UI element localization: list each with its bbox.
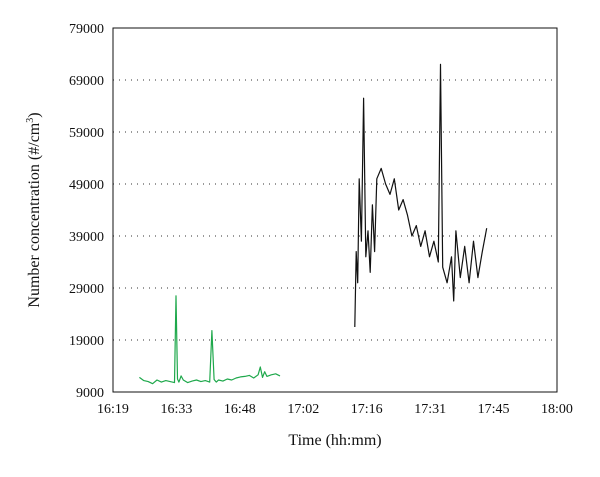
y-tick-label: 59000: [69, 126, 104, 141]
y-tick-label: 69000: [69, 74, 104, 89]
x-tick-label: 16:19: [97, 402, 129, 417]
x-tick-label: 17:02: [287, 402, 319, 417]
y-tick-label: 9000: [76, 386, 104, 401]
y-tick-label: 79000: [69, 22, 104, 37]
x-axis-ticks: 16:19 16:33 16:48 17:02 17:16 17:31 17:45 18:00: [97, 402, 573, 417]
series-line-1: [139, 295, 281, 385]
series-group: [139, 63, 488, 385]
gridlines: [113, 79, 557, 341]
x-tick-label: 17:16: [351, 402, 383, 417]
x-tick-label: 16:33: [160, 402, 192, 417]
y-tick-label: 39000: [69, 230, 104, 245]
x-tick-label: 16:48: [224, 402, 256, 417]
x-tick-label: 17:45: [478, 402, 510, 417]
y-axis-ticks: 9000 19000 29000 39000 49000 59000 69000 79000: [69, 22, 104, 401]
x-tick-label: 18:00: [541, 402, 573, 417]
y-tick-label: 19000: [69, 334, 104, 349]
y-axis-title: Number concentration (#/cm3): [25, 112, 43, 307]
plot-frame: [112, 27, 558, 393]
x-tick-label: 17:31: [414, 402, 446, 417]
y-tick-label: 49000: [69, 178, 104, 193]
x-axis-title: Time (hh:mm): [288, 432, 381, 449]
y-tick-label: 29000: [69, 282, 104, 297]
series-line-2: [354, 63, 488, 328]
